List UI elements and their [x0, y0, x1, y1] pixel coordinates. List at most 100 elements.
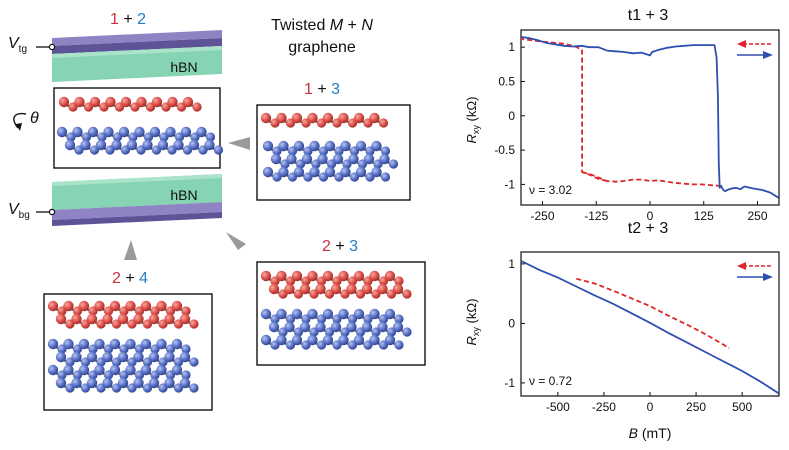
config-2-3-top-atoms-atom	[330, 283, 342, 295]
config-2-4-top-atoms-atom	[164, 313, 175, 325]
pointer-to-2-4	[124, 240, 137, 260]
config-2-4-bottom-atoms-atom	[94, 338, 105, 350]
config-2-4-bottom-atoms-atom	[78, 364, 90, 376]
config-2-4-bottom-atoms-atom	[156, 338, 167, 350]
plot-t1-3-legend-sweep-down-arrowhead	[737, 40, 746, 48]
config-2-4-bottom-atoms-atom	[109, 338, 121, 350]
config-2-4-bottom-atoms-atom	[78, 338, 90, 350]
config-1-3-bottom-atoms-atom	[363, 153, 375, 165]
bottom-layer-atoms-atom	[204, 139, 215, 151]
config-2-4-bottom-atoms-atom	[181, 370, 191, 380]
bottom-layer-atoms-atom	[173, 139, 184, 151]
config-2-4-top-atoms-atom	[86, 313, 98, 325]
plot-t1-3-ytick-label: 1	[508, 40, 515, 54]
plot-t1-3-sweep-down-line	[581, 171, 719, 187]
config-1-3-top-atoms-atom	[378, 118, 389, 128]
config-2-3-bottom-atoms-atom	[260, 308, 272, 320]
config-2-4-top-atoms-atom	[181, 306, 191, 316]
config-2-3-bottom-atoms-atom	[307, 308, 318, 320]
config-2-4-bottom-atoms	[47, 338, 199, 393]
config-2-4-top-atoms-atom	[71, 313, 82, 325]
top-layer-atoms-atom	[105, 96, 116, 108]
config-2-3-bottom-atoms-atom	[315, 321, 326, 333]
config-1-3-bottom-atoms-atom	[340, 140, 351, 152]
config-2-3-top-atoms-atom	[284, 283, 295, 295]
config-2-3-bottom-atoms-atom	[322, 334, 334, 346]
twisted-layers	[56, 96, 224, 155]
pointer-to-2-3	[226, 232, 246, 250]
config-2-4-bottom-atoms-atom	[140, 364, 152, 376]
v-top-label: Vtg	[8, 35, 27, 55]
config-2-4-plus: +	[121, 270, 139, 287]
top-layer-atoms-atom	[58, 96, 70, 108]
plot-t2-3-ylabel: Rxy (kΩ)	[464, 299, 481, 346]
config-2-3-top-atoms-atom	[338, 270, 349, 282]
config-2-4-bottom-atoms-atom	[189, 383, 199, 393]
config-2-4-bottom-atoms-atom	[148, 351, 160, 363]
plot-t1-3-xtick-label: 0	[647, 209, 654, 223]
config-2-4-bottom-atoms-atom	[102, 351, 113, 363]
config-2-3-bottom-atoms-atom	[353, 308, 365, 320]
bottom-layer-atoms-atom	[149, 126, 161, 138]
config-2-4-bottom-atoms-atom	[71, 377, 82, 389]
config-2-4-bottom-atoms-atom	[189, 357, 199, 367]
config-2-4-top-atoms-atom	[109, 300, 121, 312]
top-layer-atoms	[58, 96, 202, 112]
config-1-3-bottom-atoms-atom	[278, 140, 289, 152]
config-2-4-top-atoms-atom	[125, 300, 136, 312]
config-1-3-bottom-atoms-atom	[293, 166, 305, 178]
bottom-gate-lead: Vbg	[8, 201, 56, 221]
plot-t2-3-xtick-label: -500	[546, 400, 570, 414]
config-2-3-top-atoms-atom	[276, 270, 287, 282]
config-2-3-top-atoms-atom	[402, 289, 412, 299]
top-layer-atoms-atom	[167, 96, 178, 108]
config-2-4-bottom-atoms-atom	[148, 377, 160, 389]
config-2-3-bottom-atoms-atom	[276, 308, 287, 320]
config-1-3-bottom-atoms-atom	[293, 140, 305, 152]
stack-label-b: 2	[137, 11, 146, 28]
config-2-4-top-atoms-atom	[94, 300, 105, 312]
plot-t1-3-title: t1 + 3	[628, 7, 669, 24]
v-bottom-label: Vbg	[8, 201, 30, 221]
top-layer-atoms-atom	[192, 102, 202, 112]
bottom-layer-atoms-atom	[205, 132, 216, 142]
config-2-3: 2 + 3	[256, 238, 426, 366]
config-2-4-bottom-atoms-atom	[164, 377, 175, 389]
config-1-3-top-atoms-atom	[276, 112, 287, 124]
bottom-layer-atoms-atom	[213, 145, 224, 155]
config-2-3-bottom-atoms-atom	[276, 334, 287, 346]
plot-t1-3-legend-sweep-up-arrowhead	[763, 51, 773, 59]
plot-t2-3-xlabel-main: B	[629, 425, 638, 441]
config-2-3-top-atoms-atom	[299, 283, 311, 295]
bottom-layer-atoms-atom	[111, 139, 122, 151]
config-2-4-bottom-atoms-atom	[179, 351, 191, 363]
config-2-3-bottom-atoms-atom	[299, 321, 311, 333]
bottom-layer-atoms-atom	[157, 139, 169, 151]
plot-t1-3-ytick-label: 0	[508, 109, 515, 123]
stack-label: 1 + 2	[110, 11, 146, 28]
bottom-hbn: hBN	[52, 174, 222, 210]
config-2-3-top-atoms-atom	[369, 270, 380, 282]
bottom-layer-atoms-atom	[56, 126, 68, 138]
config-2-4: 2 + 4	[43, 270, 213, 411]
plot-t1-3-ytick-label: -0.5	[494, 143, 515, 157]
top-layer-atoms-atom	[74, 96, 85, 108]
bottom-hbn-label: hBN	[170, 187, 197, 203]
config-2-3-top-atoms-atom	[377, 283, 388, 295]
config-2-4-bottom-atoms-atom	[117, 351, 129, 363]
plot-t1-3-ylabel-main: R	[464, 134, 479, 143]
config-2-4-top-atoms-atom	[78, 300, 90, 312]
config-2-4-bottom-atoms-atom	[125, 364, 136, 376]
plot-t1-3-ylabel: Rxy (kΩ)	[464, 97, 481, 144]
config-2-4-top-atoms-atom	[117, 313, 129, 325]
plot-t2-3-ytick-label: 1	[508, 257, 515, 271]
config-1-3-bottom-atoms-atom	[371, 140, 382, 152]
config-2-4-a: 2	[112, 270, 121, 287]
config-2-3-bottom-atoms-atom	[346, 321, 357, 333]
config-2-3-bottom-atoms-atom	[402, 327, 412, 337]
config-2-4-bottom-atoms-atom	[86, 351, 98, 363]
plot-t2-3-xtick-label: 0	[647, 400, 654, 414]
config-2-4-bottom-atoms-atom	[63, 338, 74, 350]
bottom-layer-atoms-atom	[142, 139, 153, 151]
plot-t2-3-legend-sweep-up-arrowhead	[763, 273, 773, 281]
